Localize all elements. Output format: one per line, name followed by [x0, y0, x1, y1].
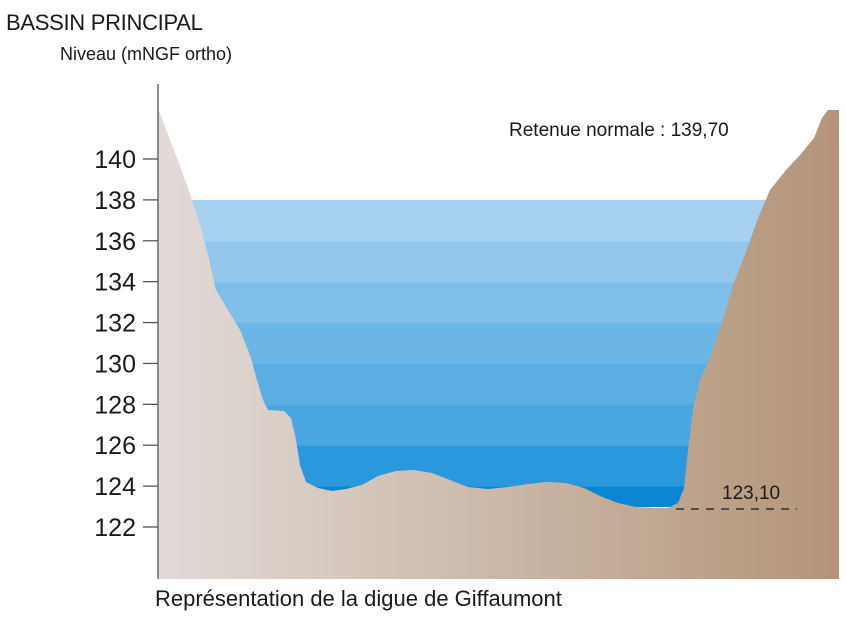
water-band: [180, 281, 780, 324]
y-axis-ticks: 122 124 126 128 130 132 134 136 138 140: [94, 146, 158, 542]
chart-title: BASSIN PRINCIPAL: [6, 10, 203, 35]
y-tick-label: 134: [94, 269, 136, 297]
y-tick-label: 130: [94, 350, 136, 378]
bottom-level-label: 123,10: [722, 483, 780, 504]
y-tick-label: 126: [94, 432, 136, 460]
y-axis-label: Niveau (mNGF ortho): [60, 44, 233, 64]
y-tick-label: 128: [94, 391, 136, 419]
y-tick-label: 140: [94, 146, 136, 174]
normal-retention-label: Retenue normale : 139,70: [509, 120, 729, 141]
water-band: [180, 240, 780, 283]
y-tick-label: 122: [94, 514, 136, 542]
terrain-profile: [158, 108, 839, 579]
y-tick-label: 124: [94, 473, 136, 501]
y-tick-label: 138: [94, 187, 136, 215]
caption: Représentation de la digue de Giffaumont: [155, 586, 562, 611]
y-tick-label: 132: [94, 310, 136, 338]
y-tick-label: 136: [94, 228, 136, 256]
water-band: [180, 199, 780, 242]
water-band: [180, 322, 780, 364]
water-band: [180, 363, 780, 405]
